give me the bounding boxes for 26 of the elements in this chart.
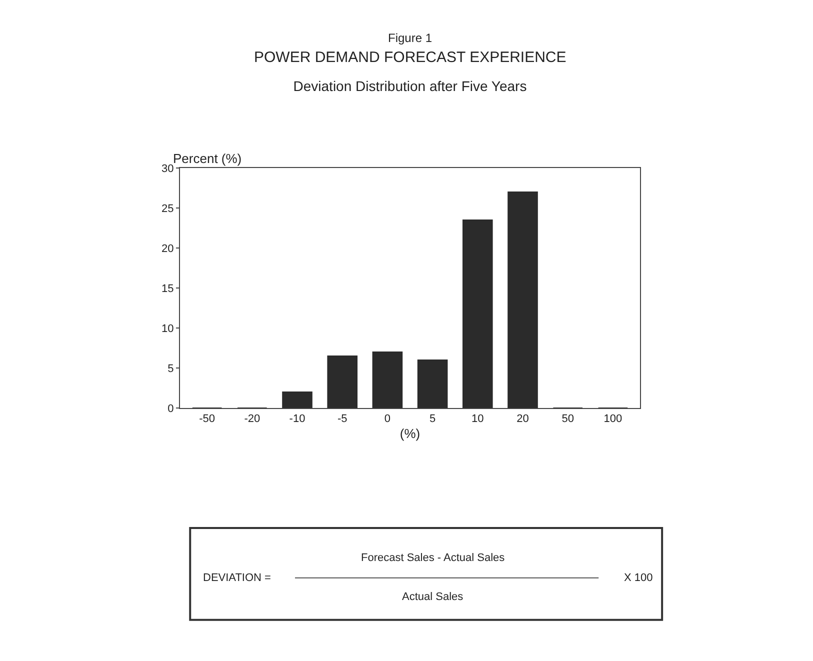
x-tick-label: 10 xyxy=(472,413,484,426)
y-tick-label: 30 xyxy=(162,162,174,175)
x-tick-label: 50 xyxy=(562,413,574,426)
y-tick-label: 10 xyxy=(162,322,174,335)
y-tick-label: 5 xyxy=(168,362,174,375)
y-axis-title: Percent (%) xyxy=(173,151,242,166)
y-tick-label: 15 xyxy=(162,282,174,295)
x-tick-label: 100 xyxy=(604,413,622,426)
y-tick-label: 20 xyxy=(162,242,174,255)
caption: Figure 1 xyxy=(388,31,432,45)
x-tick-label: 0 xyxy=(384,413,391,426)
text: Forecast Sales - Actual Sales xyxy=(361,552,506,564)
x-tick-label: -5 xyxy=(337,413,348,426)
y-tick-label: 25 xyxy=(162,202,174,215)
x-tick-label: -20 xyxy=(244,413,260,426)
chart-title: POWER DEMAND FORECAST EXPERIENCE xyxy=(254,49,566,66)
x-tick-label: 20 xyxy=(516,413,529,426)
text: X 100 xyxy=(624,572,653,584)
x-tick-label: -50 xyxy=(199,413,216,426)
y-tick-label: 0 xyxy=(168,402,174,415)
x-axis-title: (%) xyxy=(400,426,420,441)
text: Actual Sales xyxy=(402,591,464,603)
chart-subtitle: Deviation Distribution after Five Years xyxy=(293,78,527,94)
x-tick-label: 5 xyxy=(429,413,436,426)
text: DEVIATION = xyxy=(203,572,271,584)
x-tick-label: -10 xyxy=(289,413,306,426)
